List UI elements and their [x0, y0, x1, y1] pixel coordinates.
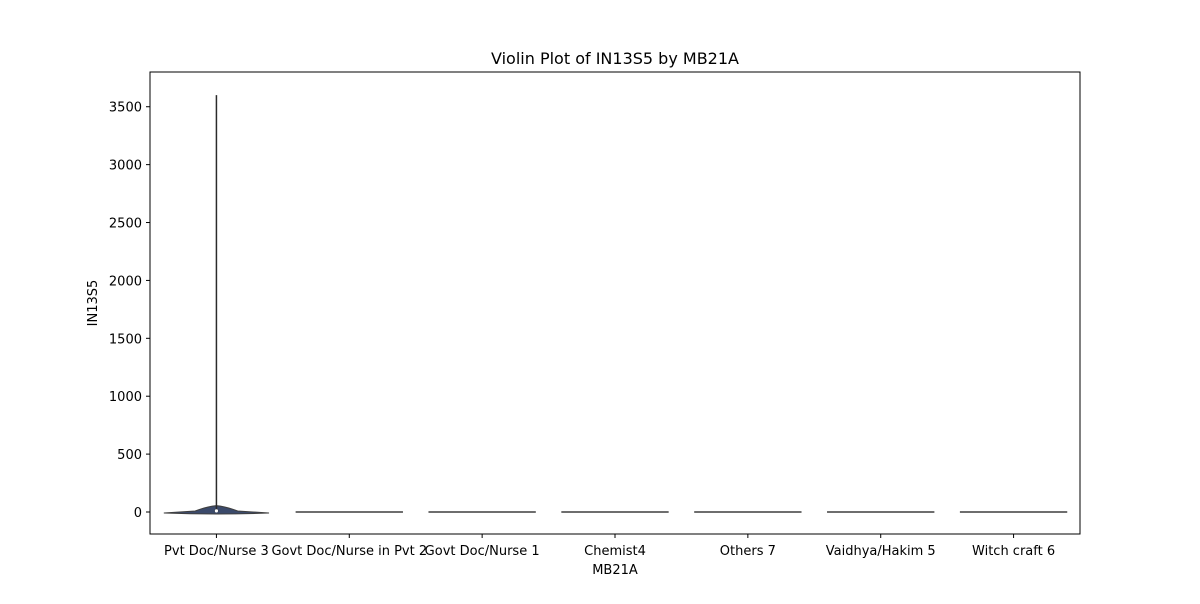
y-tick-label: 500 — [117, 448, 142, 463]
y-tick-label: 0 — [134, 506, 142, 521]
y-axis-label: IN13S5 — [86, 280, 101, 327]
plot-frame — [149, 71, 1081, 535]
y-tick-label: 2000 — [109, 274, 142, 289]
chart-title: Violin Plot of IN13S5 by MB21A — [491, 49, 739, 68]
x-tick-label: Vaidhya/Hakim 5 — [826, 544, 936, 559]
x-axis-label: MB21A — [592, 563, 638, 578]
y-tick-label: 1000 — [109, 390, 142, 405]
violin-median — [214, 509, 219, 513]
y-tick-label: 3000 — [109, 159, 142, 174]
x-tick-label: Others 7 — [720, 544, 776, 559]
y-tick-label: 1500 — [109, 332, 142, 347]
x-tick-label: Witch craft 6 — [972, 544, 1055, 559]
plot-area: 0 500 1000 1500 2000 2500 3000 3500 Pvt Doc/Nurs… — [109, 95, 1068, 559]
x-tick-label: Govt Doc/Nurse 1 — [425, 544, 540, 559]
x-tick-label: Govt Doc/Nurse in Pvt 2 — [271, 544, 427, 559]
x-tick-label: Pvt Doc/Nurse 3 — [164, 544, 269, 559]
y-tick-label: 3500 — [109, 101, 142, 116]
y-tick-label: 2500 — [109, 217, 142, 232]
x-tick-label: Chemist4 — [584, 544, 646, 559]
